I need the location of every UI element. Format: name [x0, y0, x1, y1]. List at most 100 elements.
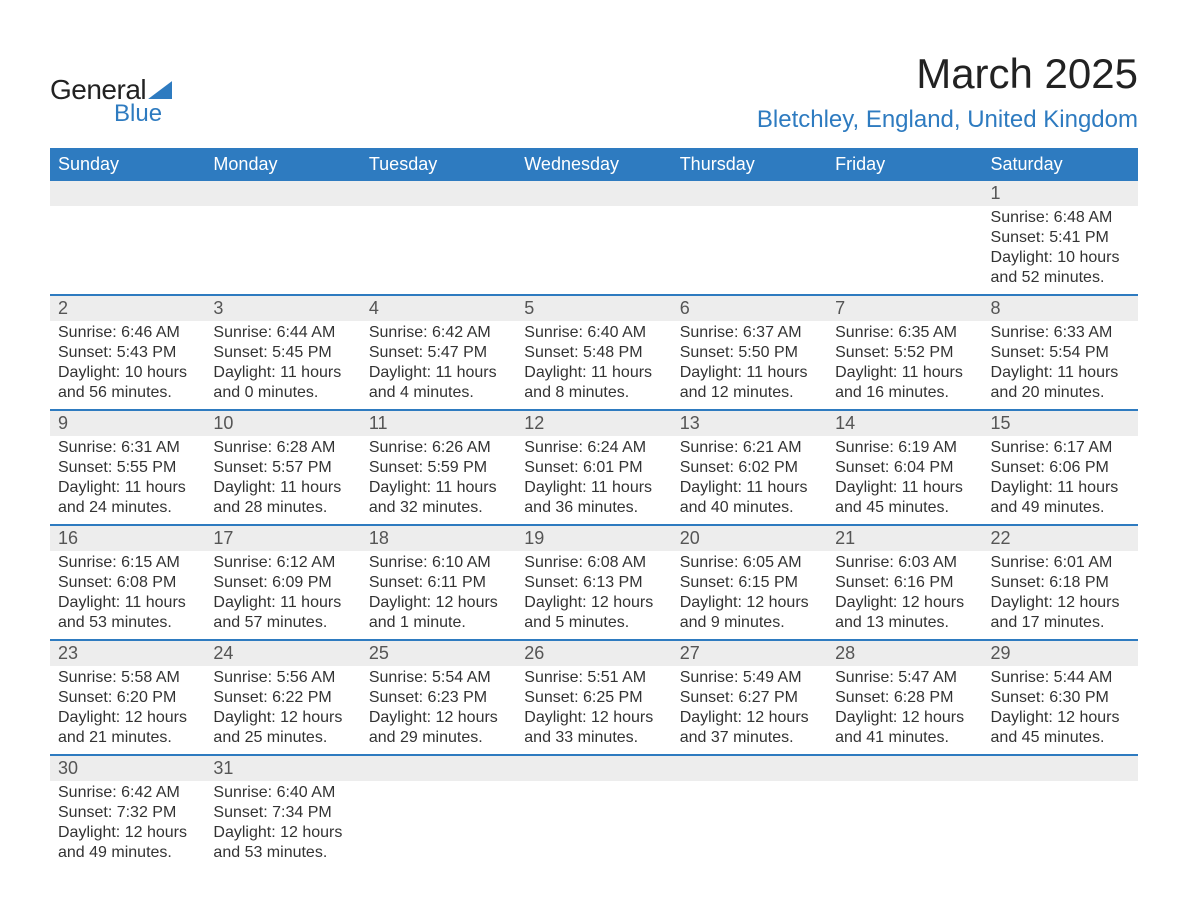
- sunset-text: Sunset: 6:06 PM: [991, 458, 1130, 478]
- day-number-cell: 18: [361, 525, 516, 551]
- month-title: March 2025: [757, 50, 1138, 98]
- sunrise-text: Sunrise: 6:05 AM: [680, 553, 819, 573]
- daylight-line-1: Daylight: 10 hours: [58, 363, 197, 383]
- sunrise-text: Sunrise: 6:40 AM: [213, 783, 352, 803]
- sunset-text: Sunset: 5:43 PM: [58, 343, 197, 363]
- daylight-line-1: Daylight: 11 hours: [213, 593, 352, 613]
- sunset-text: Sunset: 6:13 PM: [524, 573, 663, 593]
- day-number-cell: 5: [516, 295, 671, 321]
- day-number-cell: [205, 181, 360, 206]
- daylight-line-1: Daylight: 11 hours: [991, 363, 1130, 383]
- daylight-line-2: and 29 minutes.: [369, 728, 508, 748]
- sunrise-text: Sunrise: 6:31 AM: [58, 438, 197, 458]
- day-number-cell: 30: [50, 755, 205, 781]
- sunset-text: Sunset: 5:59 PM: [369, 458, 508, 478]
- sunset-text: Sunset: 7:32 PM: [58, 803, 197, 823]
- day-number-cell: 26: [516, 640, 671, 666]
- daylight-line-1: Daylight: 11 hours: [524, 478, 663, 498]
- sunset-text: Sunset: 5:54 PM: [991, 343, 1130, 363]
- daylight-line-1: Daylight: 11 hours: [58, 478, 197, 498]
- day-data-cell: Sunrise: 5:47 AMSunset: 6:28 PMDaylight:…: [827, 666, 982, 755]
- sunrise-text: Sunrise: 6:10 AM: [369, 553, 508, 573]
- day-number-cell: 15: [983, 410, 1138, 436]
- daylight-line-1: Daylight: 11 hours: [369, 478, 508, 498]
- sunset-text: Sunset: 6:27 PM: [680, 688, 819, 708]
- day-data-cell: [672, 781, 827, 869]
- sunrise-text: Sunrise: 5:58 AM: [58, 668, 197, 688]
- daylight-line-1: Daylight: 12 hours: [835, 708, 974, 728]
- day-number-cell: 23: [50, 640, 205, 666]
- day-data-cell: [827, 781, 982, 869]
- sunset-text: Sunset: 6:11 PM: [369, 573, 508, 593]
- weekday-header: Thursday: [672, 148, 827, 181]
- sunset-text: Sunset: 7:34 PM: [213, 803, 352, 823]
- day-number-cell: [827, 755, 982, 781]
- day-number-cell: 3: [205, 295, 360, 321]
- sunrise-text: Sunrise: 6:17 AM: [991, 438, 1130, 458]
- daylight-line-2: and 36 minutes.: [524, 498, 663, 518]
- daylight-line-1: Daylight: 11 hours: [213, 363, 352, 383]
- sunset-text: Sunset: 5:48 PM: [524, 343, 663, 363]
- daylight-line-1: Daylight: 12 hours: [213, 823, 352, 843]
- day-number-cell: [361, 181, 516, 206]
- daylight-line-2: and 13 minutes.: [835, 613, 974, 633]
- weekday-header: Friday: [827, 148, 982, 181]
- daylight-line-1: Daylight: 12 hours: [524, 708, 663, 728]
- sunset-text: Sunset: 6:22 PM: [213, 688, 352, 708]
- sunset-text: Sunset: 6:15 PM: [680, 573, 819, 593]
- day-data-cell: Sunrise: 6:48 AMSunset: 5:41 PMDaylight:…: [983, 206, 1138, 295]
- daylight-line-1: Daylight: 12 hours: [58, 823, 197, 843]
- day-number-cell: 13: [672, 410, 827, 436]
- daylight-line-1: Daylight: 11 hours: [835, 478, 974, 498]
- daylight-line-2: and 9 minutes.: [680, 613, 819, 633]
- daylight-line-2: and 17 minutes.: [991, 613, 1130, 633]
- sunset-text: Sunset: 6:23 PM: [369, 688, 508, 708]
- day-data-cell: Sunrise: 6:46 AMSunset: 5:43 PMDaylight:…: [50, 321, 205, 410]
- sunrise-text: Sunrise: 6:24 AM: [524, 438, 663, 458]
- sunrise-text: Sunrise: 6:35 AM: [835, 323, 974, 343]
- daylight-line-1: Daylight: 12 hours: [991, 708, 1130, 728]
- daylight-line-1: Daylight: 11 hours: [524, 363, 663, 383]
- sunset-text: Sunset: 5:57 PM: [213, 458, 352, 478]
- sunset-text: Sunset: 5:55 PM: [58, 458, 197, 478]
- sunset-text: Sunset: 6:04 PM: [835, 458, 974, 478]
- day-data-cell: Sunrise: 6:28 AMSunset: 5:57 PMDaylight:…: [205, 436, 360, 525]
- day-data-row: Sunrise: 6:48 AMSunset: 5:41 PMDaylight:…: [50, 206, 1138, 295]
- daylight-line-1: Daylight: 11 hours: [835, 363, 974, 383]
- daylight-line-2: and 49 minutes.: [991, 498, 1130, 518]
- day-number-row: 3031: [50, 755, 1138, 781]
- daylight-line-1: Daylight: 12 hours: [213, 708, 352, 728]
- daylight-line-2: and 45 minutes.: [835, 498, 974, 518]
- sunrise-text: Sunrise: 6:08 AM: [524, 553, 663, 573]
- day-data-cell: Sunrise: 5:44 AMSunset: 6:30 PMDaylight:…: [983, 666, 1138, 755]
- daylight-line-2: and 0 minutes.: [213, 383, 352, 403]
- sunset-text: Sunset: 5:50 PM: [680, 343, 819, 363]
- day-number-cell: 14: [827, 410, 982, 436]
- daylight-line-1: Daylight: 11 hours: [680, 363, 819, 383]
- sunset-text: Sunset: 6:02 PM: [680, 458, 819, 478]
- daylight-line-2: and 5 minutes.: [524, 613, 663, 633]
- day-number-cell: [50, 181, 205, 206]
- weekday-header: Monday: [205, 148, 360, 181]
- weekday-header: Saturday: [983, 148, 1138, 181]
- daylight-line-2: and 16 minutes.: [835, 383, 974, 403]
- sunrise-text: Sunrise: 6:42 AM: [369, 323, 508, 343]
- day-number-row: 9101112131415: [50, 410, 1138, 436]
- day-number-cell: [516, 755, 671, 781]
- sunrise-text: Sunrise: 6:33 AM: [991, 323, 1130, 343]
- day-data-cell: [361, 206, 516, 295]
- daylight-line-2: and 56 minutes.: [58, 383, 197, 403]
- sunset-text: Sunset: 6:09 PM: [213, 573, 352, 593]
- day-data-cell: Sunrise: 6:42 AMSunset: 5:47 PMDaylight:…: [361, 321, 516, 410]
- sunrise-text: Sunrise: 5:51 AM: [524, 668, 663, 688]
- day-data-cell: Sunrise: 6:31 AMSunset: 5:55 PMDaylight:…: [50, 436, 205, 525]
- daylight-line-2: and 32 minutes.: [369, 498, 508, 518]
- day-data-cell: Sunrise: 5:51 AMSunset: 6:25 PMDaylight:…: [516, 666, 671, 755]
- sunset-text: Sunset: 6:30 PM: [991, 688, 1130, 708]
- day-data-cell: Sunrise: 6:35 AMSunset: 5:52 PMDaylight:…: [827, 321, 982, 410]
- daylight-line-2: and 28 minutes.: [213, 498, 352, 518]
- day-number-cell: [827, 181, 982, 206]
- logo-triangle-icon: [148, 81, 172, 99]
- day-data-cell: [672, 206, 827, 295]
- daylight-line-2: and 8 minutes.: [524, 383, 663, 403]
